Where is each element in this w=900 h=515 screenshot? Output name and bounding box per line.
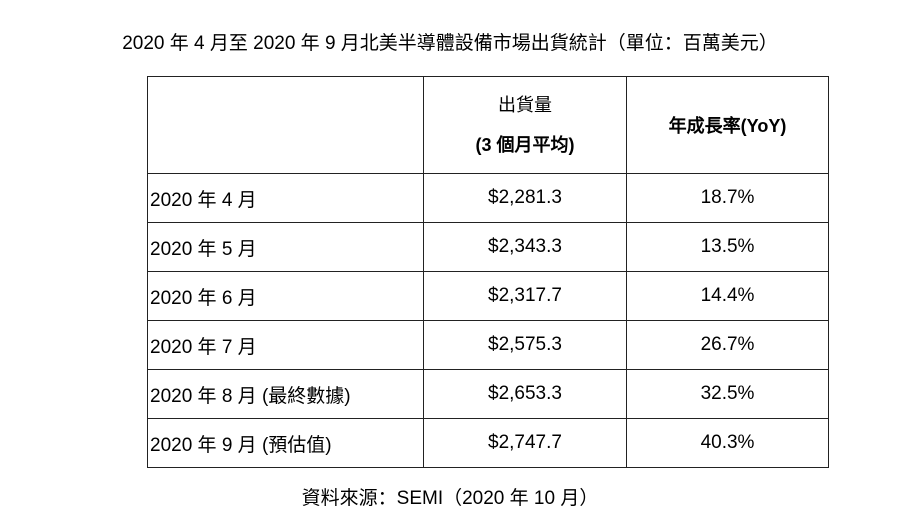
shipments-table: 出貨量 (3 個月平均) 年成長率(YoY) 2020 年 4 月 $2,281… [147, 76, 829, 468]
cell-shipments: $2,343.3 [423, 222, 627, 272]
cell-shipments: $2,747.7 [423, 418, 627, 468]
cell-period: 2020 年 9 月 (預估值) [147, 418, 424, 468]
cell-shipments: $2,653.3 [423, 369, 627, 419]
cell-yoy: 40.3% [626, 418, 829, 468]
cell-period: 2020 年 8 月 (最終數據) [147, 369, 424, 419]
header-shipments: 出貨量 (3 個月平均) [423, 76, 627, 174]
table-row: 2020 年 4 月 $2,281.3 18.7% [147, 173, 829, 223]
table-row: 2020 年 5 月 $2,343.3 13.5% [147, 222, 829, 272]
table-row: 2020 年 6 月 $2,317.7 14.4% [147, 271, 829, 321]
header-shipments-line2: (3 個月平均) [475, 135, 575, 155]
cell-shipments: $2,281.3 [423, 173, 627, 223]
table-row: 2020 年 7 月 $2,575.3 26.7% [147, 320, 829, 370]
cell-yoy: 26.7% [626, 320, 829, 370]
cell-period: 2020 年 4 月 [147, 173, 424, 223]
cell-yoy: 13.5% [626, 222, 829, 272]
source-note: 資料來源：SEMI（2020 年 10 月） [301, 488, 599, 509]
header-period [147, 76, 424, 174]
table-row: 2020 年 8 月 (最終數據) $2,653.3 32.5% [147, 369, 829, 419]
cell-shipments: $2,575.3 [423, 320, 627, 370]
header-shipments-line1: 出貨量 [498, 95, 552, 115]
header-yoy: 年成長率(YoY) [626, 76, 829, 174]
cell-yoy: 18.7% [626, 173, 829, 223]
table-header-row: 出貨量 (3 個月平均) 年成長率(YoY) [147, 76, 829, 174]
cell-yoy: 32.5% [626, 369, 829, 419]
cell-period: 2020 年 6 月 [147, 271, 424, 321]
cell-period: 2020 年 5 月 [147, 222, 424, 272]
cell-shipments: $2,317.7 [423, 271, 627, 321]
page-title: 2020 年 4 月至 2020 年 9 月北美半導體設備市場出貨統計（單位：百… [122, 33, 778, 54]
cell-period: 2020 年 7 月 [147, 320, 424, 370]
cell-yoy: 14.4% [626, 271, 829, 321]
table-row: 2020 年 9 月 (預估值) $2,747.7 40.3% [147, 418, 829, 468]
